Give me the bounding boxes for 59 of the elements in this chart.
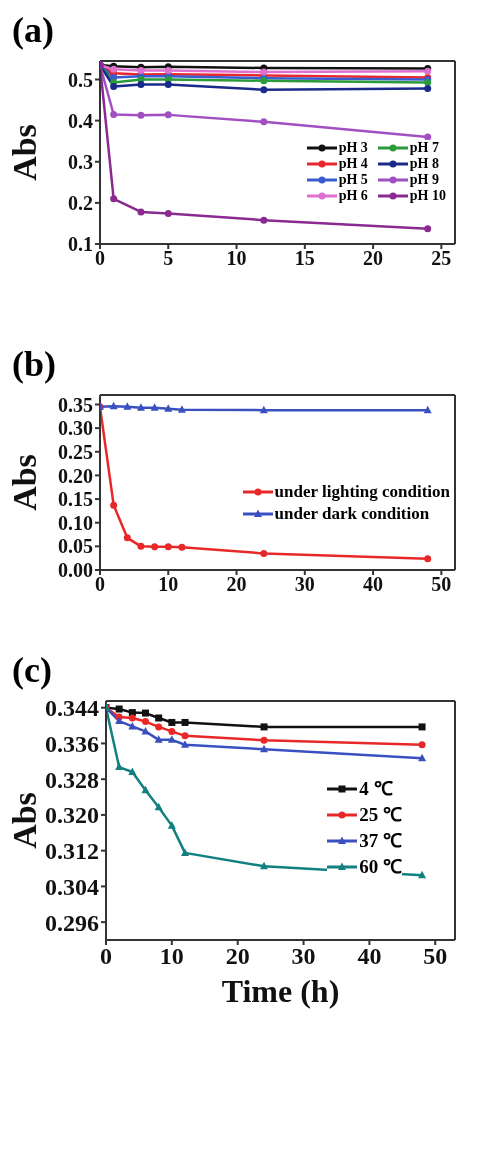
x-tick-label: 15 xyxy=(294,247,315,270)
legend-label: pH 10 xyxy=(409,188,446,204)
x-tick-label: 5 xyxy=(163,247,174,270)
legend-label: under lighting condition xyxy=(274,481,450,503)
y-tick-label: 0.328 xyxy=(45,766,99,793)
y-axis-title: Abs xyxy=(5,124,43,181)
y-tick-label: 0.1 xyxy=(68,233,93,256)
y-tick-label: 0.320 xyxy=(45,802,99,829)
legend-label: 60 ℃ xyxy=(359,855,402,879)
y-tick-label: 0.05 xyxy=(58,535,93,558)
x-tick-label: 25 xyxy=(431,247,452,270)
y-tick-label: 0.25 xyxy=(58,440,93,463)
chart-title: (b) xyxy=(11,343,57,386)
legend-label: pH 5 xyxy=(338,172,368,188)
y-axis-title: Abs xyxy=(5,792,43,849)
chart-title: (a) xyxy=(11,9,55,52)
legend-label: pH 7 xyxy=(409,140,439,156)
legend-label: 4 ℃ xyxy=(359,777,393,801)
y-axis-title: Abs xyxy=(5,454,43,511)
x-tick-label: 30 xyxy=(294,573,315,596)
chart-title: (c) xyxy=(11,649,53,692)
x-tick-label: 20 xyxy=(226,573,247,596)
y-tick-label: 0.312 xyxy=(45,838,99,865)
x-tick-label: 20 xyxy=(363,247,384,270)
y-tick-label: 0.15 xyxy=(58,488,93,511)
legend-label: pH 4 xyxy=(338,156,368,172)
x-tick-label: 0 xyxy=(100,943,112,970)
y-tick-label: 0.344 xyxy=(45,695,99,722)
y-tick-label: 0.20 xyxy=(58,464,93,487)
x-tick-label: 40 xyxy=(357,943,382,970)
y-tick-label: 0.35 xyxy=(58,393,93,416)
x-tick-label: 0 xyxy=(95,573,105,596)
legend-label: pH 9 xyxy=(409,172,439,188)
y-tick-label: 0.304 xyxy=(45,873,99,900)
legend-label: 37 ℃ xyxy=(359,829,402,853)
x-tick-label: 30 xyxy=(291,943,316,970)
legend-label: pH 6 xyxy=(338,188,368,204)
y-tick-label: 0.5 xyxy=(68,68,93,91)
y-tick-label: 0.336 xyxy=(45,730,99,757)
x-tick-label: 50 xyxy=(431,573,452,596)
legend-label: under dark condition xyxy=(274,503,430,525)
y-tick-label: 0.30 xyxy=(58,417,93,440)
x-tick-label: 40 xyxy=(363,573,384,596)
x-axis-title: Time (h) xyxy=(221,973,340,1009)
x-tick-label: 20 xyxy=(225,943,250,970)
x-tick-label: 0 xyxy=(95,247,105,270)
y-tick-label: 0.3 xyxy=(68,150,93,173)
x-tick-label: 10 xyxy=(226,247,247,270)
x-tick-label: 10 xyxy=(159,943,184,970)
y-tick-label: 0.4 xyxy=(68,109,93,132)
y-tick-label: 0.10 xyxy=(58,511,93,534)
legend-label: 25 ℃ xyxy=(359,803,402,827)
x-tick-label: 10 xyxy=(158,573,179,596)
y-tick-label: 0.2 xyxy=(68,191,93,214)
y-tick-label: 0.00 xyxy=(58,559,93,582)
legend-label: pH 8 xyxy=(409,156,439,172)
x-tick-label: 50 xyxy=(423,943,448,970)
legend-label: pH 3 xyxy=(338,140,368,156)
y-tick-label: 0.296 xyxy=(45,909,99,936)
